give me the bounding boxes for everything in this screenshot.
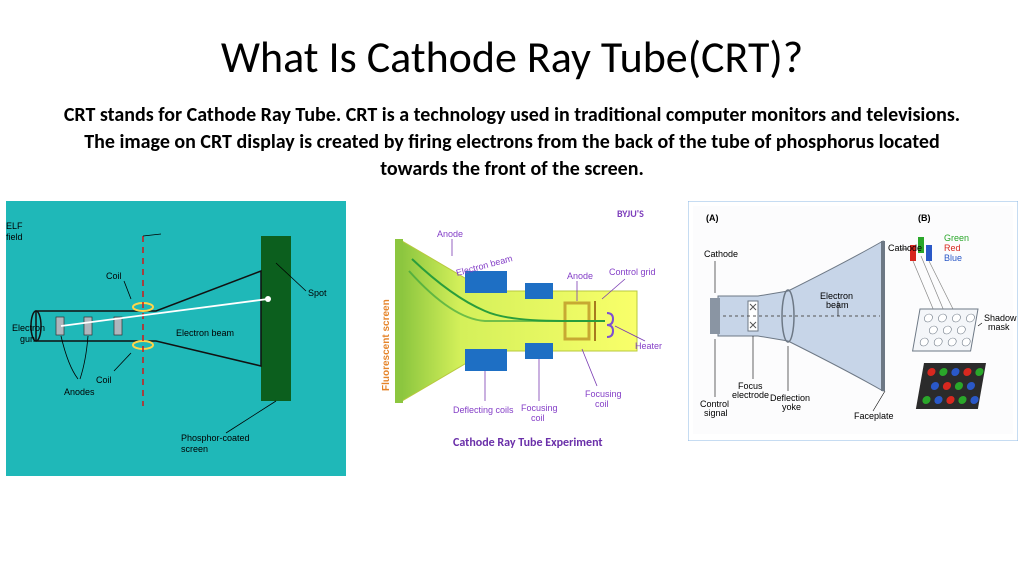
svg-text:Spot: Spot — [308, 288, 327, 298]
diagram-byjus-experiment: BYJU'S — [357, 201, 677, 476]
svg-text:Cathode Ray Tube Experiment: Cathode Ray Tube Experiment — [453, 436, 603, 450]
svg-text:BYJU'S: BYJU'S — [617, 207, 644, 220]
svg-text:Focusingcoil: Focusingcoil — [521, 403, 558, 423]
svg-text:ELFfield: ELFfield — [6, 221, 23, 242]
svg-text:Fluorescent screen: Fluorescent screen — [381, 299, 392, 391]
svg-text:Anode: Anode — [567, 271, 593, 281]
diagram-row: ELFfield Coil Coil Electrongun Anodes El… — [0, 201, 1024, 476]
diagram-color-crt: (A) (B) Cathode Controlsignal — [688, 201, 1018, 441]
svg-text:Electron beam: Electron beam — [176, 328, 234, 338]
svg-text:Coil: Coil — [106, 271, 122, 281]
svg-text:Red: Red — [944, 243, 961, 253]
svg-text:(A): (A) — [706, 213, 719, 223]
description-text: CRT stands for Cathode Ray Tube. CRT is … — [0, 102, 1024, 201]
svg-text:Anodes: Anodes — [64, 387, 95, 397]
svg-text:Heater: Heater — [635, 341, 662, 351]
svg-text:Control grid: Control grid — [609, 267, 656, 277]
svg-text:Deflecting coils: Deflecting coils — [453, 405, 514, 415]
svg-text:Controlsignal: Controlsignal — [700, 399, 729, 418]
svg-text:Cathode: Cathode — [888, 243, 922, 253]
svg-text:Faceplate: Faceplate — [854, 411, 894, 421]
svg-text:Blue: Blue — [944, 253, 962, 263]
svg-text:Green: Green — [944, 233, 969, 243]
svg-text:Cathode: Cathode — [704, 249, 738, 259]
svg-text:Anode: Anode — [437, 229, 463, 239]
diagram-elf-coil: ELFfield Coil Coil Electrongun Anodes El… — [6, 201, 346, 476]
svg-text:Coil: Coil — [96, 375, 112, 385]
svg-text:Focusingcoil: Focusingcoil — [585, 389, 622, 409]
page-title: What Is Cathode Ray Tube(CRT)? — [0, 0, 1024, 102]
svg-text:(B): (B) — [918, 213, 931, 223]
